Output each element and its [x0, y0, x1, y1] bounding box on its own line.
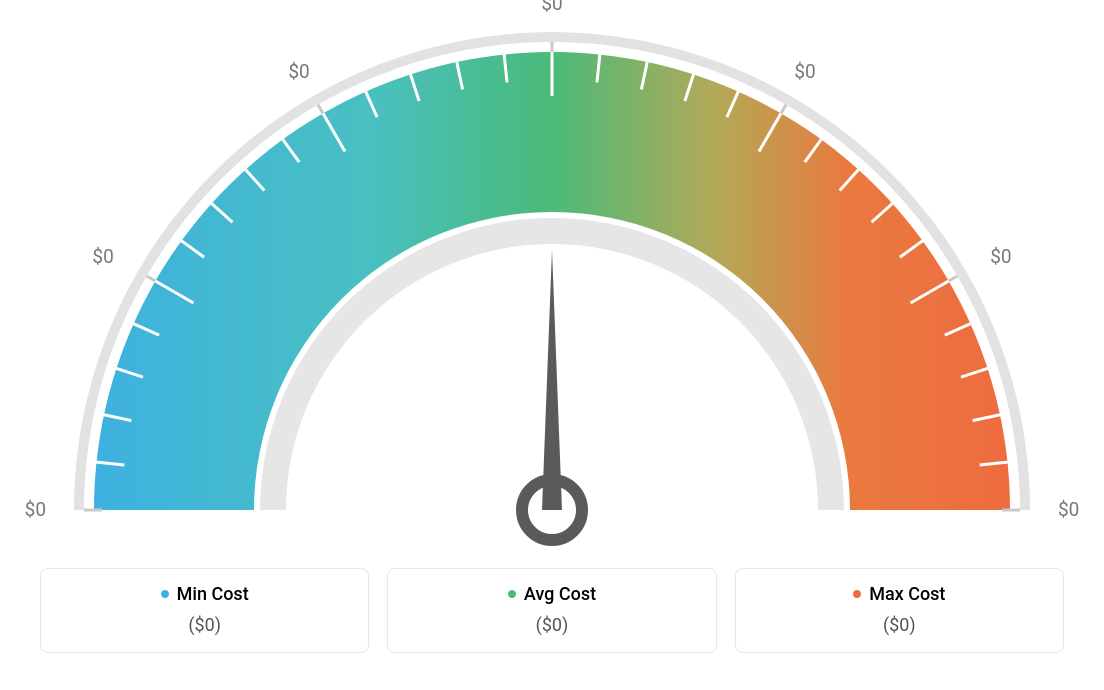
gauge-chart: $0 $0 $0 $0 $0 $0 $0 [0, 0, 1104, 560]
legend-row: Min Cost ($0) Avg Cost ($0) Max Cost ($0… [0, 560, 1104, 653]
svg-text:$0: $0 [990, 245, 1011, 268]
legend-dot-max [853, 590, 861, 598]
legend-value-max: ($0) [746, 615, 1053, 636]
svg-text:$0: $0 [288, 60, 309, 83]
svg-text:$0: $0 [92, 245, 113, 268]
legend-label-max: Max Cost [869, 584, 945, 605]
legend-value-avg: ($0) [398, 615, 705, 636]
legend-card-avg: Avg Cost ($0) [387, 568, 716, 653]
legend-value-min: ($0) [51, 615, 358, 636]
svg-text:$0: $0 [794, 60, 815, 83]
legend-title-max: Max Cost [853, 584, 945, 605]
svg-text:$0: $0 [541, 0, 562, 15]
legend-label-avg: Avg Cost [524, 584, 596, 605]
legend-card-min: Min Cost ($0) [40, 568, 369, 653]
legend-title-avg: Avg Cost [508, 584, 596, 605]
legend-label-min: Min Cost [177, 584, 249, 605]
svg-text:$0: $0 [1058, 498, 1079, 521]
legend-dot-min [161, 590, 169, 598]
gauge-svg: $0 $0 $0 $0 $0 $0 $0 [0, 0, 1104, 560]
svg-text:$0: $0 [25, 498, 46, 521]
legend-dot-avg [508, 590, 516, 598]
legend-card-max: Max Cost ($0) [735, 568, 1064, 653]
legend-title-min: Min Cost [161, 584, 249, 605]
